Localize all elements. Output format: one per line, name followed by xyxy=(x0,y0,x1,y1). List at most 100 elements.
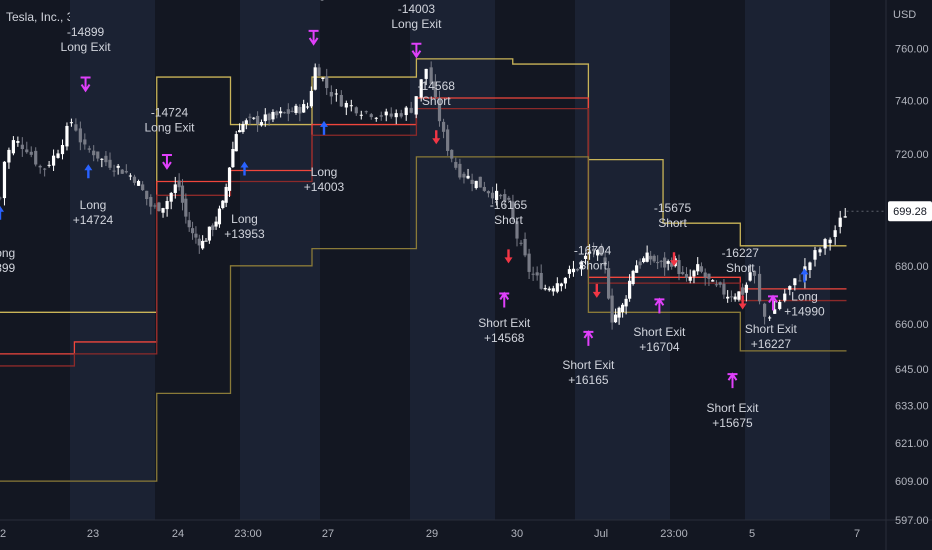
annotation-label: Long xyxy=(0,246,15,260)
candle-body xyxy=(798,280,802,282)
candle-body xyxy=(778,302,782,309)
candle-body xyxy=(149,197,153,207)
annotation-label: Long xyxy=(311,165,338,179)
candle-body xyxy=(495,190,499,201)
annotation-label: +14003 xyxy=(304,180,345,194)
candle-body xyxy=(645,252,649,262)
y-tick-label: 597.00 xyxy=(895,515,929,527)
candle-body xyxy=(818,249,822,253)
annotation-label: Long Exit xyxy=(144,121,195,135)
candle-body xyxy=(543,288,547,290)
annotation-label: Short Exit xyxy=(562,358,615,372)
candle-body xyxy=(173,184,177,193)
candle-body xyxy=(617,307,621,318)
candle-body xyxy=(583,255,588,259)
trade-annotation: Long+14724 xyxy=(73,164,114,227)
candle-body xyxy=(384,111,388,116)
y-tick-label: 680.00 xyxy=(895,261,929,273)
candle-body xyxy=(16,141,20,143)
candle-body xyxy=(184,198,188,217)
candle-body xyxy=(259,122,264,126)
annotation-label: Long xyxy=(80,198,107,212)
exit-arrow-icon xyxy=(308,29,319,46)
candle-body xyxy=(621,304,625,313)
candle-body xyxy=(389,113,393,117)
trade-annotation: Short Exit+15675 xyxy=(706,372,759,430)
candle-body xyxy=(108,159,112,168)
candle-body xyxy=(104,155,108,163)
candle-body xyxy=(499,194,503,197)
annotation-label: +15675 xyxy=(712,416,753,430)
trade-annotation: Short Exit+16704 xyxy=(633,297,686,354)
annotation-label: Short xyxy=(578,258,607,272)
candle-body xyxy=(741,287,745,295)
candle-body xyxy=(823,239,827,249)
candle-body xyxy=(132,176,137,183)
candle-body xyxy=(279,111,283,114)
annotation-label: Short Exit xyxy=(633,325,686,339)
candle-body xyxy=(666,261,670,264)
candle-body xyxy=(783,293,787,301)
candle-body xyxy=(349,105,353,107)
candle-body xyxy=(466,175,470,179)
y-tick-label: 645.00 xyxy=(895,364,929,376)
annotation-label: -16227 xyxy=(722,246,760,260)
annotation-label: Short xyxy=(726,261,755,275)
candle-body xyxy=(652,255,656,262)
candle-body xyxy=(47,164,51,166)
session-shade xyxy=(240,0,320,520)
trade-annotation: Short Exit+16165 xyxy=(562,330,615,387)
candle-body xyxy=(369,114,373,118)
annotation-label: Long Exit xyxy=(391,17,442,31)
exit-arrow-icon xyxy=(727,372,738,389)
candle-body xyxy=(515,221,519,239)
candle-body xyxy=(83,139,87,145)
candle-body xyxy=(165,201,169,210)
candle-body xyxy=(531,273,535,275)
short-arrow-icon xyxy=(504,249,513,264)
y-tick-label: 633.00 xyxy=(895,401,929,413)
candle-body xyxy=(744,284,748,293)
long-arrow-icon xyxy=(800,268,809,283)
exit-arrow-icon xyxy=(161,154,172,170)
candle-body xyxy=(535,272,539,276)
candle-body xyxy=(207,226,211,241)
last-price-label: 699.28 xyxy=(893,206,927,218)
candle-body xyxy=(519,242,523,244)
candle-body xyxy=(227,167,232,191)
candle-body xyxy=(696,264,700,272)
candle-body xyxy=(241,124,245,132)
candle-body xyxy=(462,173,466,178)
annotation-label: -14724 xyxy=(151,106,189,120)
candle-body xyxy=(244,120,248,125)
exit-arrow-icon xyxy=(411,42,422,59)
y-tick-label: 760.00 xyxy=(895,44,929,56)
annotation-label: Long Exit xyxy=(61,40,112,54)
candle-body xyxy=(773,309,777,314)
candle-body xyxy=(437,97,442,122)
candle-body xyxy=(282,112,287,114)
candle-body xyxy=(305,106,310,108)
candle-body xyxy=(663,257,667,268)
candle-body xyxy=(843,216,847,218)
candle-body xyxy=(359,114,363,116)
candle-body xyxy=(187,220,191,228)
x-tick-label: 5 xyxy=(749,528,755,540)
candle-body xyxy=(788,286,792,290)
candle-body xyxy=(677,260,681,275)
candle-body xyxy=(302,104,306,113)
candle-body xyxy=(539,272,543,289)
candle-body xyxy=(547,288,551,291)
short-arrow-icon xyxy=(738,295,747,310)
candle-body xyxy=(201,240,205,249)
candle-body xyxy=(707,273,711,279)
candle-body xyxy=(684,274,689,279)
candle-body xyxy=(69,122,74,124)
candle-body xyxy=(38,165,42,168)
candle-body xyxy=(374,117,378,119)
candle-body xyxy=(145,190,149,200)
candle-body xyxy=(43,168,47,170)
candle-body xyxy=(729,296,734,298)
